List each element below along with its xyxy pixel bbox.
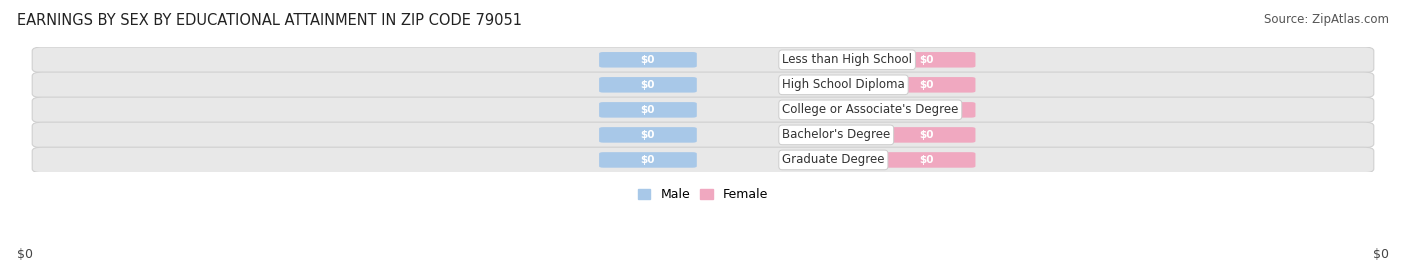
FancyBboxPatch shape bbox=[877, 77, 976, 93]
FancyBboxPatch shape bbox=[32, 147, 1374, 173]
FancyBboxPatch shape bbox=[599, 52, 697, 68]
FancyBboxPatch shape bbox=[32, 47, 1374, 73]
Text: $0: $0 bbox=[920, 80, 934, 90]
Text: $0: $0 bbox=[1374, 248, 1389, 261]
Text: Graduate Degree: Graduate Degree bbox=[782, 153, 884, 167]
Text: Source: ZipAtlas.com: Source: ZipAtlas.com bbox=[1264, 13, 1389, 26]
Text: EARNINGS BY SEX BY EDUCATIONAL ATTAINMENT IN ZIP CODE 79051: EARNINGS BY SEX BY EDUCATIONAL ATTAINMEN… bbox=[17, 13, 522, 29]
Text: Less than High School: Less than High School bbox=[782, 53, 912, 66]
Legend: Male, Female: Male, Female bbox=[633, 183, 773, 206]
FancyBboxPatch shape bbox=[32, 97, 1374, 123]
FancyBboxPatch shape bbox=[877, 127, 976, 143]
FancyBboxPatch shape bbox=[877, 102, 976, 118]
Text: $0: $0 bbox=[641, 55, 655, 65]
FancyBboxPatch shape bbox=[599, 77, 697, 93]
Text: $0: $0 bbox=[641, 130, 655, 140]
Text: $0: $0 bbox=[920, 105, 934, 115]
FancyBboxPatch shape bbox=[599, 127, 697, 143]
Text: $0: $0 bbox=[17, 248, 32, 261]
Text: College or Associate's Degree: College or Associate's Degree bbox=[782, 103, 959, 116]
FancyBboxPatch shape bbox=[32, 122, 1374, 148]
FancyBboxPatch shape bbox=[877, 152, 976, 168]
Text: $0: $0 bbox=[920, 55, 934, 65]
FancyBboxPatch shape bbox=[599, 102, 697, 118]
Text: Bachelor's Degree: Bachelor's Degree bbox=[782, 128, 890, 141]
FancyBboxPatch shape bbox=[32, 72, 1374, 98]
Text: $0: $0 bbox=[641, 80, 655, 90]
Text: $0: $0 bbox=[920, 155, 934, 165]
FancyBboxPatch shape bbox=[599, 152, 697, 168]
FancyBboxPatch shape bbox=[877, 52, 976, 68]
Text: $0: $0 bbox=[920, 130, 934, 140]
Text: $0: $0 bbox=[641, 155, 655, 165]
Text: $0: $0 bbox=[641, 105, 655, 115]
Text: High School Diploma: High School Diploma bbox=[782, 78, 905, 91]
